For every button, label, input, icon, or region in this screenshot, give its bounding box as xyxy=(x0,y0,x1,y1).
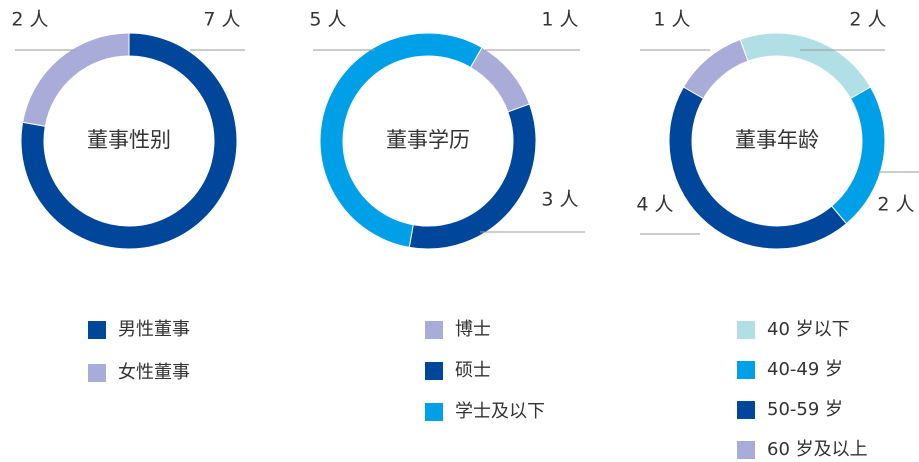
data-label: 2 人 xyxy=(849,9,886,31)
legend-swatch xyxy=(88,321,106,339)
data-label: 2 人 xyxy=(877,194,914,216)
data-label: 1 人 xyxy=(653,9,690,31)
legend-label: 40 岁以下 xyxy=(767,319,850,340)
data-label: 3 人 xyxy=(541,189,578,211)
legend-label: 40-49 岁 xyxy=(767,359,843,380)
donut-segment xyxy=(469,46,531,113)
legend-label: 男性董事 xyxy=(118,319,190,340)
legend-label: 学士及以下 xyxy=(455,401,545,422)
legend-label: 博士 xyxy=(455,319,491,340)
donut-segment xyxy=(408,103,537,250)
donut-segment xyxy=(20,32,238,250)
legend-label: 女性董事 xyxy=(118,362,190,383)
legend-swatch xyxy=(425,321,443,339)
donut-segment xyxy=(682,38,749,100)
donut-segment xyxy=(319,32,483,248)
data-label: 5 人 xyxy=(309,9,346,31)
legend-swatch xyxy=(425,403,443,421)
data-label: 1 人 xyxy=(541,9,578,31)
legend-swatch xyxy=(737,361,755,379)
data-label: 4 人 xyxy=(636,194,673,216)
chart-title: 董事年龄 xyxy=(735,128,819,152)
legend-swatch xyxy=(737,441,755,459)
legend-swatch xyxy=(737,401,755,419)
chart-title: 董事性别 xyxy=(87,128,171,152)
legend-label: 硕士 xyxy=(455,360,491,381)
legend-swatch xyxy=(88,364,106,382)
legend-swatch xyxy=(425,362,443,380)
data-label: 2 人 xyxy=(11,9,48,31)
data-label: 7 人 xyxy=(203,9,240,31)
chart-title: 董事学历 xyxy=(386,128,470,152)
legend-label: 50-59 岁 xyxy=(767,399,843,420)
legend-swatch xyxy=(737,321,755,339)
legend-label: 60 岁及以上 xyxy=(767,439,868,460)
donut-segment xyxy=(668,86,848,250)
donut-segment xyxy=(739,32,872,100)
donut-segment xyxy=(22,32,130,127)
